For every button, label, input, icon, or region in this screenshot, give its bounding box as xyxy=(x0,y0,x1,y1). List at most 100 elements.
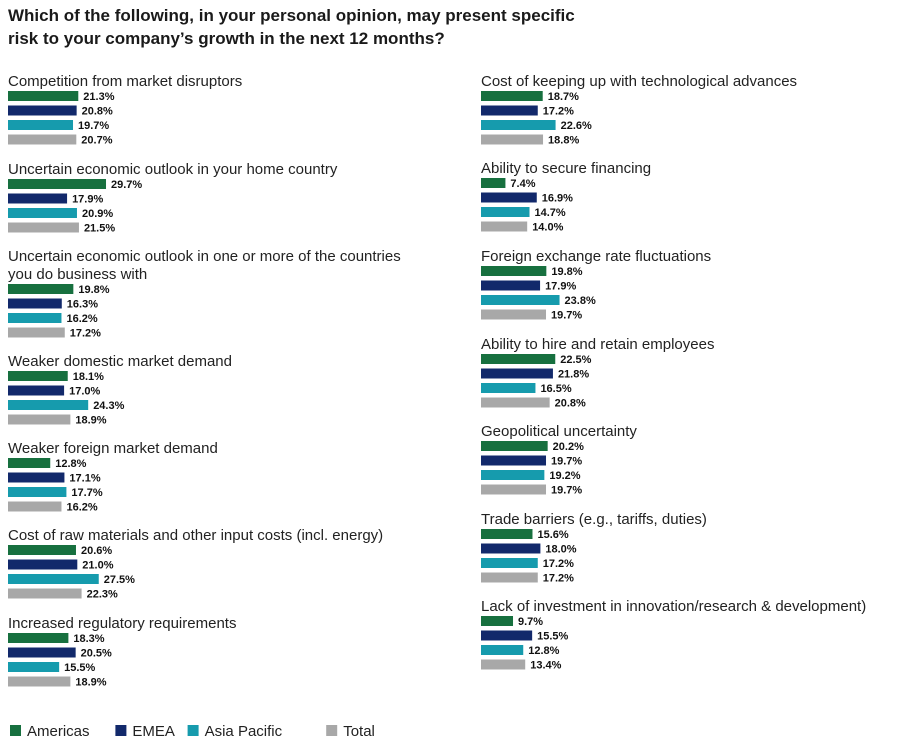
value-label: 22.6% xyxy=(561,120,592,132)
value-label: 18.9% xyxy=(75,677,106,689)
category-label: Cost of keeping up with technological ad… xyxy=(481,73,797,90)
value-label: 16.2% xyxy=(66,313,97,325)
value-label: 15.6% xyxy=(537,529,568,541)
bar-emea xyxy=(8,472,65,483)
value-label: 16.2% xyxy=(66,502,97,514)
bar-total xyxy=(481,134,544,145)
category-label: Increased regulatory requirements xyxy=(8,615,236,632)
bar-americas xyxy=(8,371,68,381)
bar-asia-pacific xyxy=(481,470,545,480)
bar-emea xyxy=(8,193,68,204)
category-label: Uncertain economic outlook in your home … xyxy=(8,161,338,178)
legend-item: Asia Pacific xyxy=(187,723,283,740)
value-label: 16.9% xyxy=(542,193,573,205)
value-label: 17.7% xyxy=(71,487,102,499)
category-group: Uncertain economic outlook in one or mor… xyxy=(8,248,401,340)
legend-swatch xyxy=(10,725,21,736)
bar-emea xyxy=(481,105,538,116)
bar-total xyxy=(8,588,82,599)
bar-total xyxy=(481,659,526,670)
value-label: 16.3% xyxy=(67,299,98,311)
category-label: Weaker domestic market demand xyxy=(8,353,232,370)
category-label: Geopolitical uncertainty xyxy=(481,423,637,440)
bar-asia-pacific xyxy=(481,207,530,217)
bar-asia-pacific xyxy=(8,208,77,218)
legend-label: Total xyxy=(343,723,375,740)
bar-asia-pacific xyxy=(8,662,60,672)
category-label: Ability to secure financing xyxy=(481,160,651,177)
value-label: 15.5% xyxy=(537,631,568,643)
value-label: 18.0% xyxy=(545,544,576,556)
value-label: 19.7% xyxy=(551,310,582,322)
value-label: 17.2% xyxy=(543,573,574,585)
value-label: 21.3% xyxy=(83,91,114,103)
bar-emea xyxy=(481,192,537,203)
value-label: 19.8% xyxy=(551,266,582,278)
category-group: Uncertain economic outlook in your home … xyxy=(8,161,338,235)
category-group: Cost of raw materials and other input co… xyxy=(8,527,383,601)
category-label: Cost of raw materials and other input co… xyxy=(8,527,383,544)
bar-emea xyxy=(8,298,62,309)
legend-swatch xyxy=(187,725,199,736)
category-label: you do business with xyxy=(8,266,147,283)
bar-americas xyxy=(481,266,547,276)
bar-americas xyxy=(481,616,514,626)
value-label: 19.7% xyxy=(551,485,582,497)
bar-emea xyxy=(481,455,547,466)
bar-total xyxy=(481,572,538,583)
bar-americas xyxy=(8,633,69,643)
value-label: 17.0% xyxy=(69,386,100,398)
bar-total xyxy=(8,501,62,512)
value-label: 18.8% xyxy=(548,135,579,147)
value-label: 18.1% xyxy=(73,371,104,383)
legend-item: Total xyxy=(326,723,375,740)
value-label: 20.5% xyxy=(81,648,112,660)
bar-americas xyxy=(481,91,543,101)
value-label: 12.8% xyxy=(55,458,86,470)
value-label: 19.7% xyxy=(78,120,109,132)
value-label: 19.2% xyxy=(549,470,580,482)
category-group: Ability to hire and retain employees22.5… xyxy=(481,336,714,410)
category-label: Lack of investment in innovation/researc… xyxy=(481,598,866,615)
value-label: 19.8% xyxy=(78,284,109,296)
category-group: Cost of keeping up with technological ad… xyxy=(481,73,797,147)
category-group: Lack of investment in innovation/researc… xyxy=(481,598,866,672)
bar-emea xyxy=(8,559,78,570)
value-label: 17.2% xyxy=(543,558,574,570)
bar-americas xyxy=(8,179,107,189)
bar-asia-pacific xyxy=(481,645,524,655)
value-label: 21.8% xyxy=(558,369,589,381)
bar-americas xyxy=(8,91,79,101)
bar-emea xyxy=(481,368,553,379)
bar-emea xyxy=(481,543,541,554)
bar-asia-pacific xyxy=(8,574,99,584)
value-label: 15.5% xyxy=(64,662,95,674)
bar-emea xyxy=(8,385,65,396)
value-label: 14.7% xyxy=(535,207,566,219)
legend-swatch xyxy=(326,725,338,736)
category-label: Uncertain economic outlook in one or mor… xyxy=(8,248,401,265)
bar-emea xyxy=(8,105,77,116)
value-label: 20.6% xyxy=(81,545,112,557)
legend-label: Asia Pacific xyxy=(205,723,283,740)
chart-title: Which of the following, in your personal… xyxy=(8,6,575,48)
bar-asia-pacific xyxy=(481,558,538,568)
legend-item: EMEA xyxy=(115,723,175,740)
category-group: Trade barriers (e.g., tariffs, duties)15… xyxy=(481,511,707,585)
value-label: 20.8% xyxy=(82,106,113,118)
bar-asia-pacific xyxy=(8,313,62,323)
value-label: 14.0% xyxy=(532,222,563,234)
bar-asia-pacific xyxy=(8,487,67,497)
value-label: 13.4% xyxy=(530,660,561,672)
value-label: 18.9% xyxy=(75,415,106,427)
bar-asia-pacific xyxy=(481,295,560,305)
legend-label: EMEA xyxy=(132,723,175,740)
bar-asia-pacific xyxy=(481,120,556,130)
bar-total xyxy=(481,309,547,320)
legend-label: Americas xyxy=(27,723,90,740)
value-label: 16.5% xyxy=(540,383,571,395)
